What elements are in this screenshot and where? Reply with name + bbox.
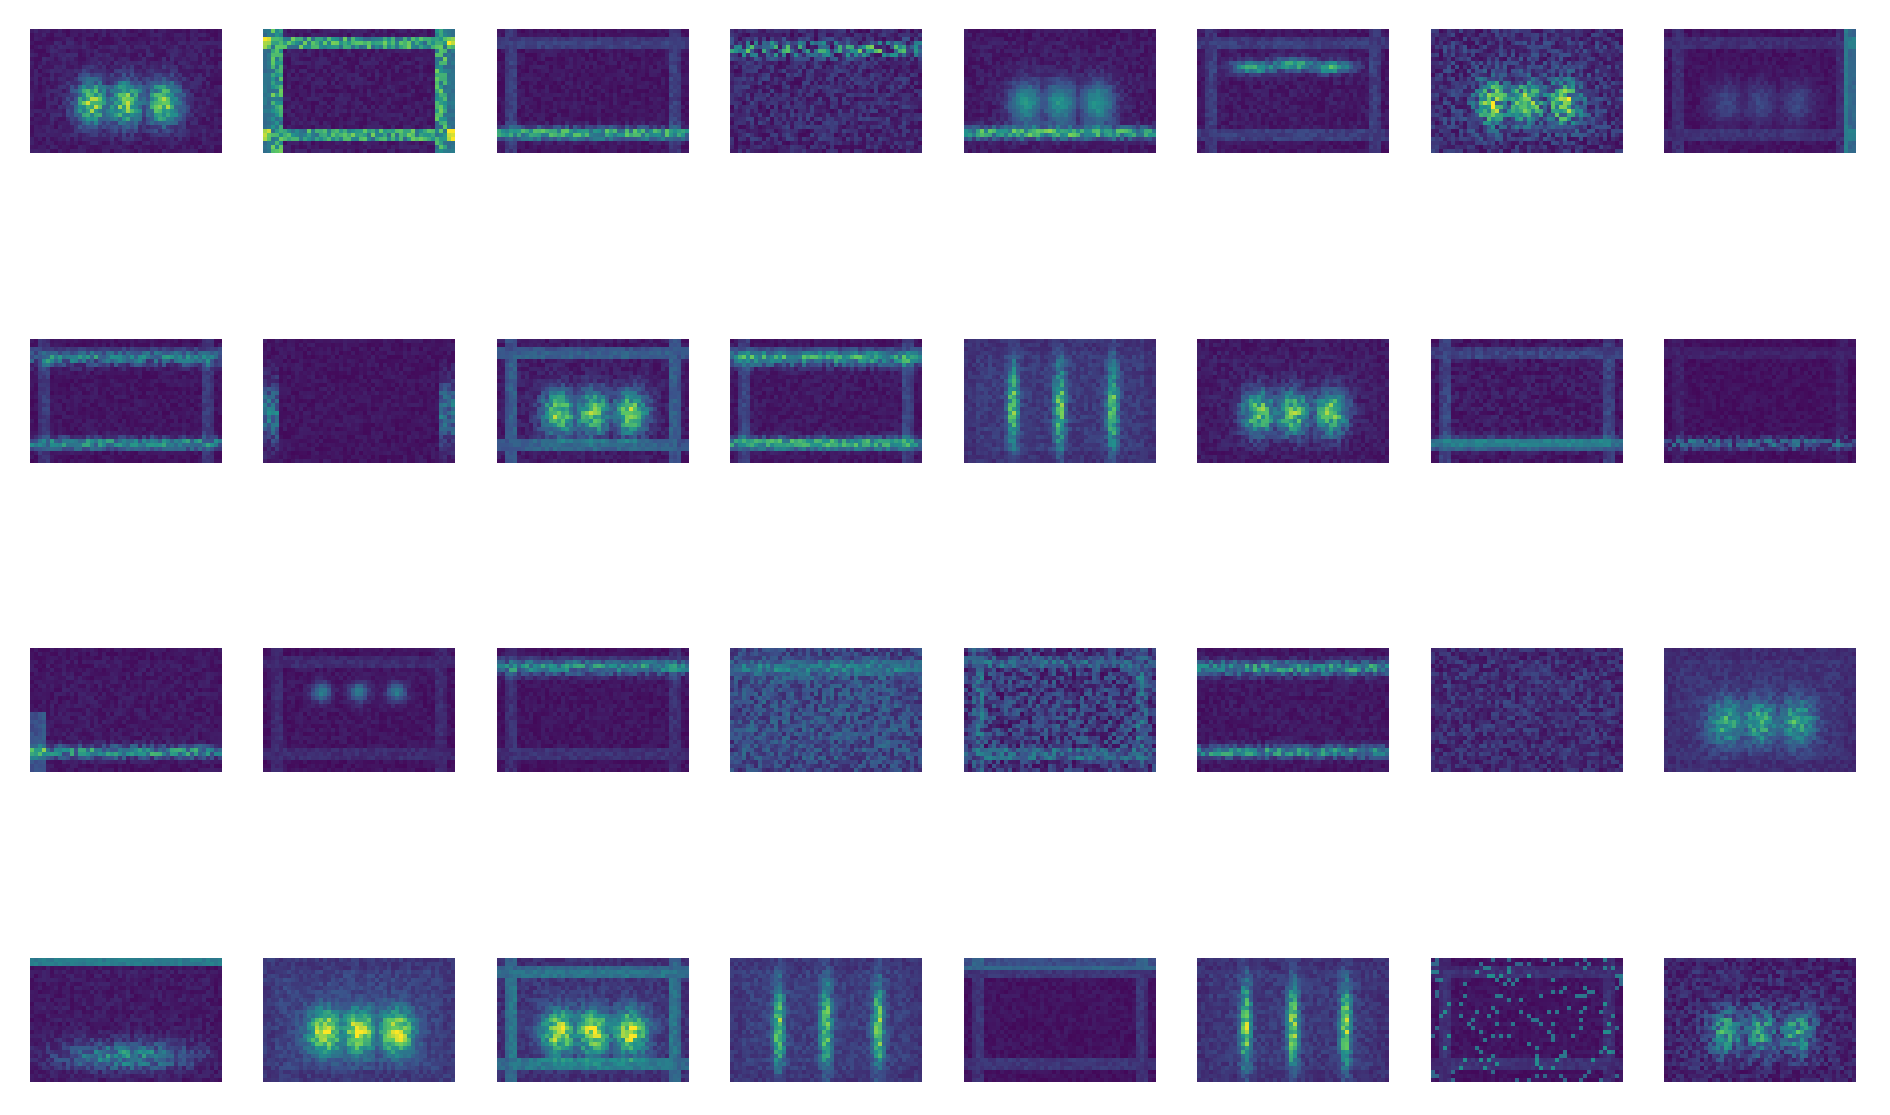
feature-map-r1-c5 <box>964 29 1156 153</box>
feature-map-r4-c1 <box>30 958 222 1082</box>
feature-map-r1-c4 <box>730 29 922 153</box>
feature-map-r3-c2 <box>263 648 455 772</box>
feature-map-r2-c6 <box>1197 339 1389 463</box>
feature-map-r4-c6 <box>1197 958 1389 1082</box>
feature-map-r3-c7 <box>1431 648 1623 772</box>
feature-map-r1-c7 <box>1431 29 1623 153</box>
feature-map-r3-c8 <box>1664 648 1856 772</box>
feature-map-r1-c8 <box>1664 29 1856 153</box>
feature-map-r4-c5 <box>964 958 1156 1082</box>
feature-map-r3-c3 <box>497 648 689 772</box>
feature-map-r3-c5 <box>964 648 1156 772</box>
feature-map-r4-c7 <box>1431 958 1623 1082</box>
feature-map-r4-c3 <box>497 958 689 1082</box>
feature-map-r2-c8 <box>1664 339 1856 463</box>
feature-map-r1-c6 <box>1197 29 1389 153</box>
feature-map-r4-c8 <box>1664 958 1856 1082</box>
feature-map-r2-c1 <box>30 339 222 463</box>
feature-map-r2-c2 <box>263 339 455 463</box>
feature-map-r1-c1 <box>30 29 222 153</box>
feature-map-r3-c6 <box>1197 648 1389 772</box>
feature-map-r2-c5 <box>964 339 1156 463</box>
feature-map-r1-c3 <box>497 29 689 153</box>
feature-map-r2-c4 <box>730 339 922 463</box>
feature-map-r4-c4 <box>730 958 922 1082</box>
feature-map-r1-c2 <box>263 29 455 153</box>
feature-map-r4-c2 <box>263 958 455 1082</box>
feature-map-r3-c1 <box>30 648 222 772</box>
feature-map-r3-c4 <box>730 648 922 772</box>
feature-map-r2-c3 <box>497 339 689 463</box>
feature-map-r2-c7 <box>1431 339 1623 463</box>
